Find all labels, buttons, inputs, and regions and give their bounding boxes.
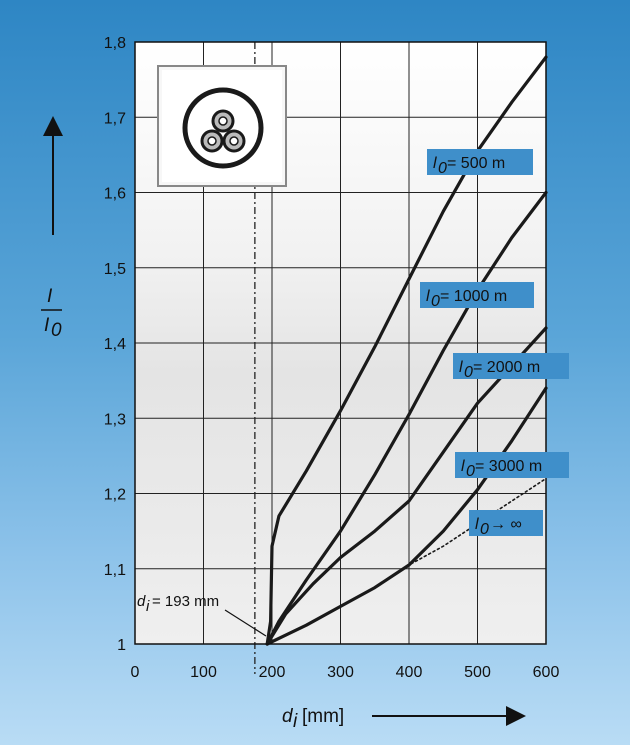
y-tick-label: 1 — [117, 637, 126, 654]
svg-text:l: l — [459, 359, 463, 376]
series-label-1000: l 0 = 1000 m — [420, 282, 534, 310]
x-tick-label: 100 — [190, 664, 217, 681]
svg-text:0: 0 — [51, 320, 62, 341]
svg-text:l: l — [426, 288, 430, 305]
svg-text:l: l — [461, 458, 465, 475]
svg-text:0: 0 — [466, 463, 475, 480]
svg-text:i: i — [293, 711, 298, 732]
svg-text:= 3000 m: = 3000 m — [475, 458, 542, 475]
svg-text:I: I — [44, 315, 50, 336]
series-line-2 — [265, 326, 548, 646]
svg-text:= 500 m: = 500 m — [447, 155, 505, 172]
svg-text:0: 0 — [431, 293, 440, 310]
svg-text:= 193 mm: = 193 mm — [152, 593, 219, 610]
y-tick-label: 1,3 — [104, 411, 126, 428]
y-tick-label: 1,2 — [104, 487, 126, 504]
y-tick-label: 1,7 — [104, 110, 126, 127]
series-lines — [265, 55, 548, 646]
x-tick-label: 600 — [533, 664, 560, 681]
svg-text:0: 0 — [480, 521, 489, 538]
series-label-2000: l 0 = 2000 m — [453, 353, 569, 381]
svg-text:d: d — [282, 706, 294, 727]
y-tick-label: 1,1 — [104, 562, 126, 579]
svg-text:0: 0 — [438, 160, 447, 177]
x-tick-label: 400 — [396, 664, 423, 681]
svg-text:= 2000 m: = 2000 m — [473, 359, 540, 376]
cable-cross-section-icon — [157, 65, 287, 187]
plot-frame — [134, 41, 547, 645]
svg-text:= 1000 m: = 1000 m — [440, 288, 507, 305]
series-line-1 — [265, 190, 548, 646]
y-tick-label: 1,8 — [104, 35, 126, 52]
x-axis-label: d i [mm] — [282, 706, 526, 732]
series-line-4 — [266, 477, 547, 645]
diameter-annotation: d i = 193 mm — [137, 593, 267, 637]
series-line-0 — [265, 55, 548, 646]
svg-text:l: l — [433, 155, 437, 172]
svg-text:[mm]: [mm] — [302, 706, 344, 727]
svg-text:l: l — [475, 516, 479, 533]
svg-text:→ ∞: → ∞ — [490, 516, 522, 533]
series-label-inf: l 0 → ∞ — [469, 510, 543, 538]
svg-text:i: i — [146, 598, 150, 615]
y-axis-label: I I 0 — [41, 116, 63, 341]
svg-text:0: 0 — [464, 364, 473, 381]
svg-text:d: d — [137, 593, 146, 610]
x-tick-label: 200 — [259, 664, 286, 681]
x-tick-label: 500 — [464, 664, 491, 681]
series-label-3000: l 0 = 3000 m — [455, 452, 569, 480]
svg-text:I: I — [47, 286, 53, 307]
series-label-500: l 0 = 500 m — [427, 149, 533, 177]
tick-labels: 0 100 200 300 400 500 600 1 1,1 1,2 1,3 1,4 1,5 1,6 1,… — [104, 35, 560, 681]
x-tick-label: 0 — [131, 664, 140, 681]
x-tick-label: 300 — [327, 664, 354, 681]
y-tick-label: 1,6 — [104, 186, 126, 203]
y-tick-label: 1,4 — [104, 336, 126, 353]
y-tick-label: 1,5 — [104, 261, 126, 278]
grid — [135, 42, 546, 644]
